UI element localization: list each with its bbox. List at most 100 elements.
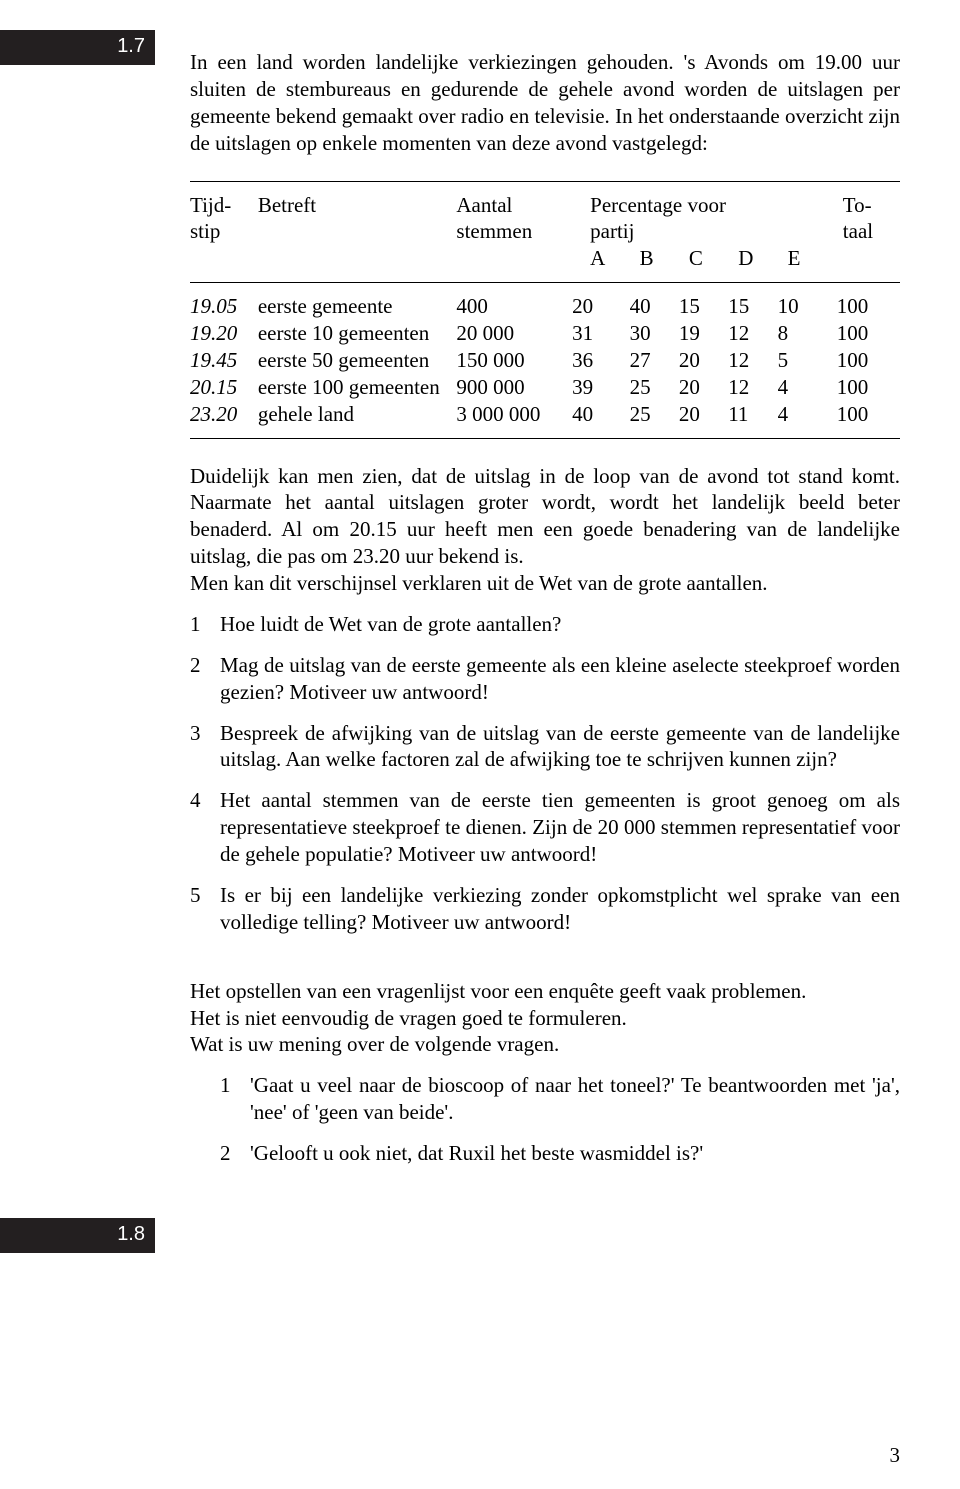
cell-tijd: 19.20 [190,320,258,347]
table-row: 23.20gehele land3 000 000402520114100 [190,401,900,428]
cell-b: 25 [630,374,679,401]
cell-tijd: 20.15 [190,374,258,401]
cell-stemmen: 20 000 [456,320,572,347]
cell-tijd: 19.45 [190,347,258,374]
th-percentage: Percentage voor [572,192,827,219]
cell-d: 12 [728,320,777,347]
cell-a: 20 [572,293,629,320]
s2-l1: Het opstellen van een vragenlijst voor e… [190,979,806,1003]
cell-stemmen: 400 [456,293,572,320]
cell-d: 15 [728,293,777,320]
question-number: 1 [190,611,220,638]
question-text: Mag de uitslag van de eerste gemeente al… [220,652,900,706]
cell-c: 20 [679,374,728,401]
cell-c: 19 [679,320,728,347]
page: 1.7 In een land worden landelijke verkie… [0,0,960,1489]
question-text: 'Gelooft u ook niet, dat Ruxil het beste… [250,1140,900,1167]
cell-a: 39 [572,374,629,401]
sub-question-item: 1'Gaat u veel naar de bioscoop of naar h… [190,1072,900,1126]
cell-d: 12 [728,347,777,374]
cell-betreft: eerste 100 gemeenten [258,374,457,401]
question-text: Hoe luidt de Wet van de grote aantallen? [220,611,900,638]
th-aantal-2: stemmen [456,218,572,245]
cell-stemmen: 150 000 [456,347,572,374]
cell-b: 40 [630,293,679,320]
cell-betreft: eerste gemeente [258,293,457,320]
th-betreft: Betreft [258,192,457,219]
th-a: A [572,245,629,272]
cell-betreft: gehele land [258,401,457,428]
cell-c: 15 [679,293,728,320]
cell-totaal: 100 [827,347,900,374]
question-text: Het aantal stemmen van de eerste tien ge… [220,787,900,868]
th-totaal-2: taal [827,218,900,245]
th-tijdstip-2: stip [190,218,258,245]
cell-totaal: 100 [827,293,900,320]
cell-a: 31 [572,320,629,347]
table-row: 19.20eerste 10 gemeenten20 0003130191281… [190,320,900,347]
table-row: 19.45eerste 50 gemeenten150 000362720125… [190,347,900,374]
cell-d: 11 [728,401,777,428]
cell-a: 36 [572,347,629,374]
question-item: 1Hoe luidt de Wet van de grote aantallen… [190,611,900,638]
section-badge-1-7: 1.7 [0,30,155,65]
question-number: 1 [220,1072,250,1126]
cell-e: 4 [778,374,827,401]
question-item: 4Het aantal stemmen van de eerste tien g… [190,787,900,868]
question-number: 4 [190,787,220,868]
sub-question-item: 2'Gelooft u ook niet, dat Ruxil het best… [190,1140,900,1167]
question-item: 5Is er bij een landelijke verkiezing zon… [190,882,900,936]
cell-b: 25 [630,401,679,428]
question-list-2: 1'Gaat u veel naar de bioscoop of naar h… [190,1072,900,1167]
question-list-1: 1Hoe luidt de Wet van de grote aantallen… [190,611,900,936]
para2b-text: Men kan dit verschijnsel verklaren uit d… [190,571,768,595]
cell-d: 12 [728,374,777,401]
question-item: 3Bespreek de afwijking van de uitslag va… [190,720,900,774]
cell-b: 27 [630,347,679,374]
cell-a: 40 [572,401,629,428]
th-d: D [728,245,777,272]
cell-b: 30 [630,320,679,347]
question-number: 3 [190,720,220,774]
explanation-paragraph: Duidelijk kan men zien, dat de uitslag i… [190,463,900,597]
cell-totaal: 100 [827,401,900,428]
th-partij: partij [572,218,827,245]
page-number: 3 [890,1442,901,1469]
cell-e: 4 [778,401,827,428]
question-number: 5 [190,882,220,936]
cell-totaal: 100 [827,374,900,401]
cell-e: 8 [778,320,827,347]
cell-e: 10 [778,293,827,320]
cell-betreft: eerste 10 gemeenten [258,320,457,347]
th-tijdstip: Tijd- [190,192,258,219]
table-row: 19.05eerste gemeente4002040151510100 [190,293,900,320]
section-2-intro: Het opstellen van een vragenlijst voor e… [190,978,900,1059]
th-totaal: To- [827,192,900,219]
table-row: 20.15eerste 100 gemeenten900 00039252012… [190,374,900,401]
s2-l2: Het is niet eenvoudig de vragen goed te … [190,1006,627,1030]
cell-e: 5 [778,347,827,374]
para2-text: Duidelijk kan men zien, dat de uitslag i… [190,464,900,569]
cell-stemmen: 900 000 [456,374,572,401]
results-table: Tijd- Betreft Aantal Percentage voor To-… [190,181,900,439]
th-c: C [679,245,728,272]
question-text: 'Gaat u veel naar de bioscoop of naar he… [250,1072,900,1126]
cell-c: 20 [679,401,728,428]
cell-stemmen: 3 000 000 [456,401,572,428]
cell-c: 20 [679,347,728,374]
cell-totaal: 100 [827,320,900,347]
th-aantal: Aantal [456,192,572,219]
intro-paragraph: In een land worden landelijke verkiezing… [190,49,900,157]
cell-tijd: 19.05 [190,293,258,320]
cell-tijd: 23.20 [190,401,258,428]
question-number: 2 [190,652,220,706]
th-b: B [630,245,679,272]
cell-betreft: eerste 50 gemeenten [258,347,457,374]
question-number: 2 [220,1140,250,1167]
th-e: E [778,245,827,272]
section-badge-1-8: 1.8 [0,1218,155,1253]
question-text: Is er bij een landelijke verkiezing zond… [220,882,900,936]
s2-l3: Wat is uw mening over de volgende vragen… [190,1032,559,1056]
question-text: Bespreek de afwijking van de uitslag van… [220,720,900,774]
question-item: 2Mag de uitslag van de eerste gemeente a… [190,652,900,706]
